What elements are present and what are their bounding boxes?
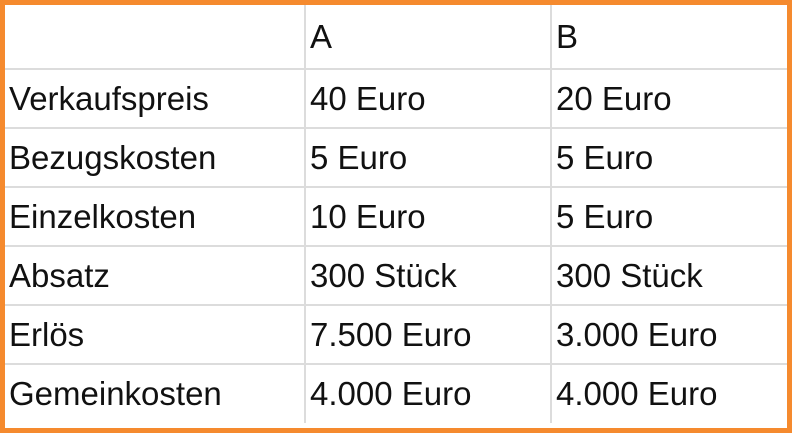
table-row: Bezugskosten 5 Euro 5 Euro — [5, 128, 787, 188]
value-cell-b[interactable]: 5 Euro — [551, 187, 787, 247]
value-cell-a[interactable]: 40 Euro — [305, 69, 552, 129]
header-cell-b[interactable]: B — [551, 5, 787, 70]
value-cell-b[interactable]: 300 Stück — [551, 246, 787, 306]
table-row: Gemeinkosten 4.000 Euro 4.000 Euro — [5, 364, 787, 423]
row-label-cell[interactable]: Erlös — [5, 305, 306, 365]
table-row: Einzelkosten 10 Euro 5 Euro — [5, 187, 787, 247]
data-table: A B Verkaufspreis 40 Euro 20 Euro Bezugs… — [5, 5, 787, 423]
table-row: Verkaufspreis 40 Euro 20 Euro — [5, 69, 787, 129]
table-row: Erlös 7.500 Euro 3.000 Euro — [5, 305, 787, 365]
value-cell-a[interactable]: 300 Stück — [305, 246, 552, 306]
header-row: A B — [5, 5, 787, 70]
row-label-cell[interactable]: Absatz — [5, 246, 306, 306]
table-row: Absatz 300 Stück 300 Stück — [5, 246, 787, 306]
value-cell-a[interactable]: 5 Euro — [305, 128, 552, 188]
value-cell-a[interactable]: 4.000 Euro — [305, 364, 552, 423]
value-cell-a[interactable]: 10 Euro — [305, 187, 552, 247]
header-cell-a[interactable]: A — [305, 5, 552, 70]
value-cell-b[interactable]: 20 Euro — [551, 69, 787, 129]
row-label-cell[interactable]: Bezugskosten — [5, 128, 306, 188]
row-label-cell[interactable]: Verkaufspreis — [5, 69, 306, 129]
value-cell-b[interactable]: 4.000 Euro — [556, 375, 718, 412]
row-label-cell[interactable]: Gemeinkosten — [5, 364, 306, 423]
row-label-cell[interactable]: Einzelkosten — [5, 187, 306, 247]
value-cell-a[interactable]: 7.500 Euro — [305, 305, 552, 365]
value-cell-b[interactable]: 3.000 Euro — [551, 305, 787, 365]
value-cell-b[interactable]: 5 Euro — [551, 128, 787, 188]
header-cell-corner[interactable] — [5, 5, 306, 70]
